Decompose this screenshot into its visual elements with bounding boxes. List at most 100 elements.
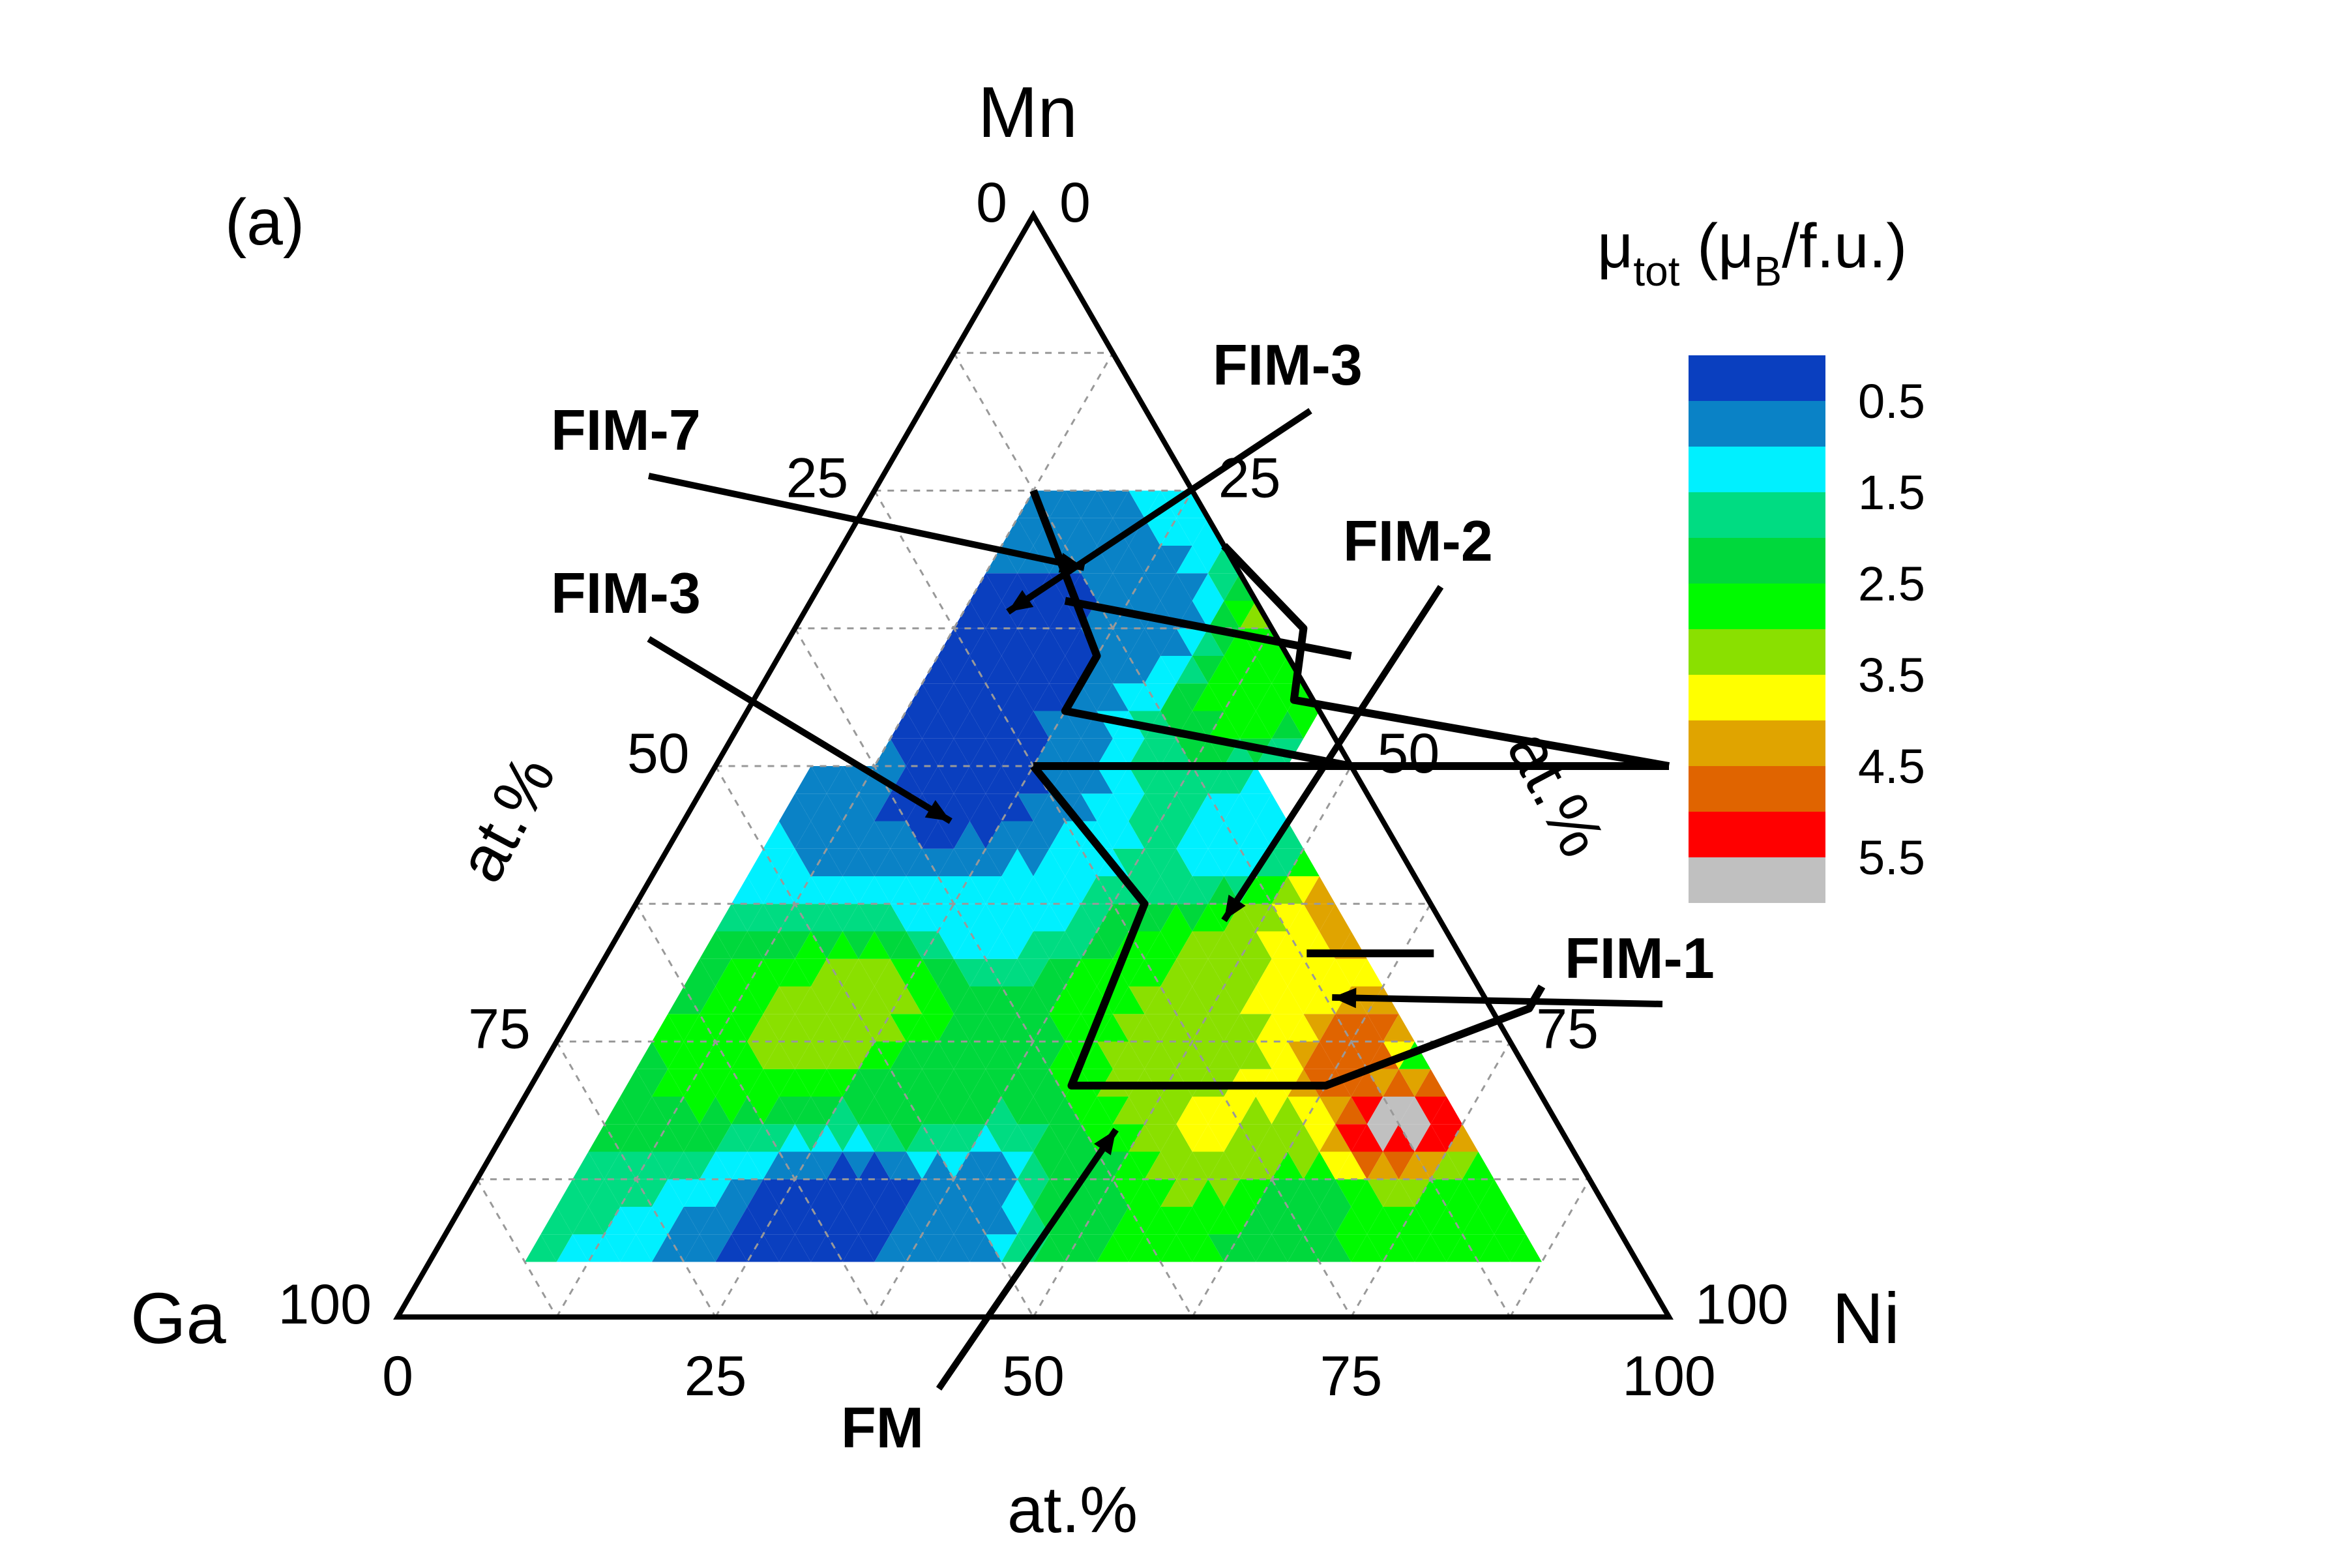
contour-cell <box>620 1124 652 1152</box>
contour-cell <box>1176 876 1209 904</box>
contour-cell <box>922 848 954 876</box>
contour-cell <box>842 876 875 904</box>
contour-cell <box>1208 1124 1240 1152</box>
grid-line-ni <box>874 628 1273 1318</box>
contour-cell <box>1081 518 1113 546</box>
contour-cell <box>969 986 1002 1014</box>
contour-cell <box>588 1207 621 1235</box>
contour-cell <box>1176 546 1209 574</box>
contour-cell <box>1017 766 1050 794</box>
contour-cell <box>890 1097 923 1125</box>
contour-cell <box>1017 876 1050 904</box>
contour-cell <box>1224 1151 1256 1179</box>
contour-cell <box>874 1014 906 1042</box>
contour-cell <box>985 1124 1018 1152</box>
contour-cell <box>1065 766 1097 794</box>
contour-cell <box>874 1041 906 1069</box>
contour-cell <box>890 986 923 1014</box>
contour-cell <box>1335 1124 1367 1152</box>
contour-cell <box>810 766 843 794</box>
contour-cell <box>1112 1234 1145 1262</box>
contour-cell <box>937 1234 970 1262</box>
contour-cell <box>1398 1151 1431 1179</box>
contour-cell <box>1097 1234 1129 1262</box>
contour-cell <box>858 1234 891 1262</box>
contour-cell <box>779 1041 811 1069</box>
contour-cell <box>1097 683 1129 711</box>
contour-cell <box>985 1097 1018 1125</box>
contour-cell <box>1208 958 1240 986</box>
contour-cell <box>842 1151 875 1179</box>
contour-cell <box>779 821 811 849</box>
contour-cell <box>1033 958 1065 986</box>
contour-cell <box>969 904 1002 932</box>
contour-cell <box>1208 821 1240 849</box>
contour-cell <box>1208 931 1240 959</box>
contour-cell <box>810 986 843 1014</box>
contour-cell <box>1192 1234 1224 1262</box>
contour-cell <box>1478 1207 1511 1235</box>
contour-cell <box>890 1234 923 1262</box>
contour-cell <box>874 1234 906 1262</box>
contour-cell <box>683 1014 716 1042</box>
contour-cell <box>969 1069 1002 1097</box>
contour-cell <box>747 986 779 1014</box>
contour-cell <box>937 1014 970 1042</box>
contour-cell <box>1144 573 1177 601</box>
contour-cell <box>842 848 875 876</box>
contour-cell <box>636 1124 668 1152</box>
contour-cell <box>779 904 811 932</box>
contour-cell <box>1081 1207 1113 1235</box>
contour-cell <box>1144 931 1177 959</box>
contour-cell <box>572 1207 604 1235</box>
contour-cell <box>683 1234 716 1262</box>
contour-cell <box>1192 573 1224 601</box>
contour-cell <box>1065 1234 1097 1262</box>
contour-cell <box>1415 1151 1447 1179</box>
contour-cell <box>1065 628 1097 656</box>
contour-cell <box>922 766 954 794</box>
contour-cell <box>1129 628 1160 656</box>
contour-cell <box>1160 1151 1192 1179</box>
contour-cell <box>700 931 731 959</box>
colorbar-swatch <box>1689 355 1825 401</box>
contour-cell <box>700 1041 731 1069</box>
contour-cell <box>1144 1234 1177 1262</box>
contour-cell <box>1224 986 1256 1014</box>
contour-cell <box>1271 711 1304 739</box>
contour-cell <box>1176 656 1209 684</box>
contour-cell <box>810 958 843 986</box>
contour-cell <box>1033 1179 1065 1207</box>
contour-cell <box>1049 931 1082 959</box>
contour-cell <box>620 1097 652 1125</box>
contour-cell <box>1049 711 1082 739</box>
contour-cell <box>969 1207 1002 1235</box>
contour-cell <box>1366 1207 1399 1235</box>
contour-cell <box>1430 1097 1463 1125</box>
contour-cell <box>1065 1179 1097 1207</box>
contour-cell <box>572 1179 604 1207</box>
contour-cell <box>1017 711 1050 739</box>
contour-cell <box>1144 518 1177 546</box>
contour-cell <box>1239 656 1272 684</box>
contour-cell <box>985 683 1018 711</box>
contour-cell <box>636 1234 668 1262</box>
contour-cell <box>1033 1097 1065 1125</box>
contour-cell <box>1256 683 1288 711</box>
contour-cell <box>715 1014 748 1042</box>
contour-cell <box>1192 821 1224 849</box>
contour-cell <box>874 848 906 876</box>
contour-cell <box>1097 821 1129 849</box>
contour-cell <box>1224 600 1256 629</box>
contour-cell <box>890 1207 923 1235</box>
contour-cell <box>1208 1041 1240 1069</box>
contour-cell <box>779 1124 811 1152</box>
colorbar-swatch <box>1689 492 1825 538</box>
contour-cell <box>1160 958 1192 986</box>
contour-cell <box>1081 931 1113 959</box>
contour-cell <box>1256 711 1288 739</box>
contour-cell <box>636 1041 668 1069</box>
contour-cell <box>1129 876 1160 904</box>
contour-cell <box>1478 1179 1511 1207</box>
contour-cell <box>842 958 875 986</box>
